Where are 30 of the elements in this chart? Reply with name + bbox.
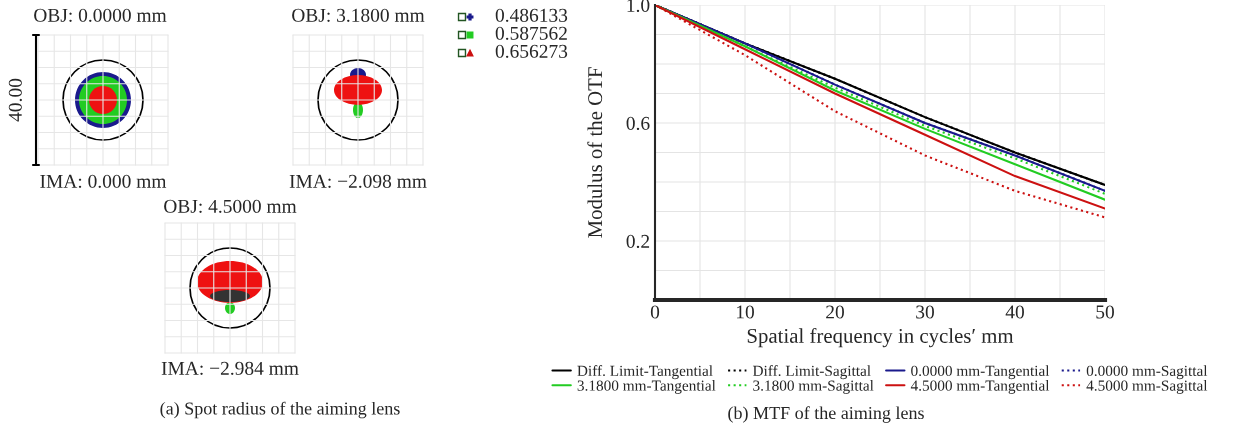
x-tick-label: 10	[736, 305, 754, 319]
text: IMA: −2.098 mm	[289, 174, 427, 188]
text: 0.486133	[495, 8, 568, 22]
text: (b) MTF of the aiming lens	[728, 406, 924, 423]
legend-label: 4.5000 mm-Sagittal	[1086, 380, 1208, 394]
x-tick-label: 0	[650, 305, 660, 319]
y-tick-label: 0.6	[626, 116, 650, 131]
legend-label: 0.0000 mm-Sagittal	[1086, 365, 1208, 380]
text: OBJ: 3.1800 mm	[292, 8, 425, 22]
legend-label: 4.5000 mm-Tangential	[910, 380, 1050, 394]
x-tick-label: 50	[1096, 305, 1114, 319]
text: 0.587562	[495, 26, 567, 40]
y-axis-title: Modulus of the OTF	[587, 67, 603, 238]
legend-label: Diff. Limit-Sagittal	[752, 365, 871, 380]
text: OBJ: 0.0000 mm	[34, 8, 167, 22]
text: (a) Spot radius of the aiming lens	[160, 401, 400, 419]
legend-label: 3.1800 mm-Tangential	[577, 380, 716, 394]
x-axis-title: Spatial frequency in cycles′ mm	[747, 328, 1014, 348]
y-tick-label: 0.2	[626, 234, 650, 249]
text: IMA: −2.984 mm	[161, 361, 299, 375]
text: 40.00	[8, 78, 22, 122]
legend-label: 0.0000 mm-Tangential	[911, 365, 1050, 380]
text: IMA: 0.000 mm	[40, 174, 167, 188]
text: 0.656273	[495, 44, 568, 58]
text: OBJ: 4.5000 mm	[164, 199, 297, 213]
x-tick-label: 40	[1005, 305, 1024, 319]
legend-label: 3.1800 mm-Sagittal	[753, 380, 874, 394]
x-tick-label: 20	[826, 305, 844, 319]
legend-label: Diff. Limit-Tangential	[577, 365, 713, 380]
x-tick-label: 30	[916, 305, 934, 319]
